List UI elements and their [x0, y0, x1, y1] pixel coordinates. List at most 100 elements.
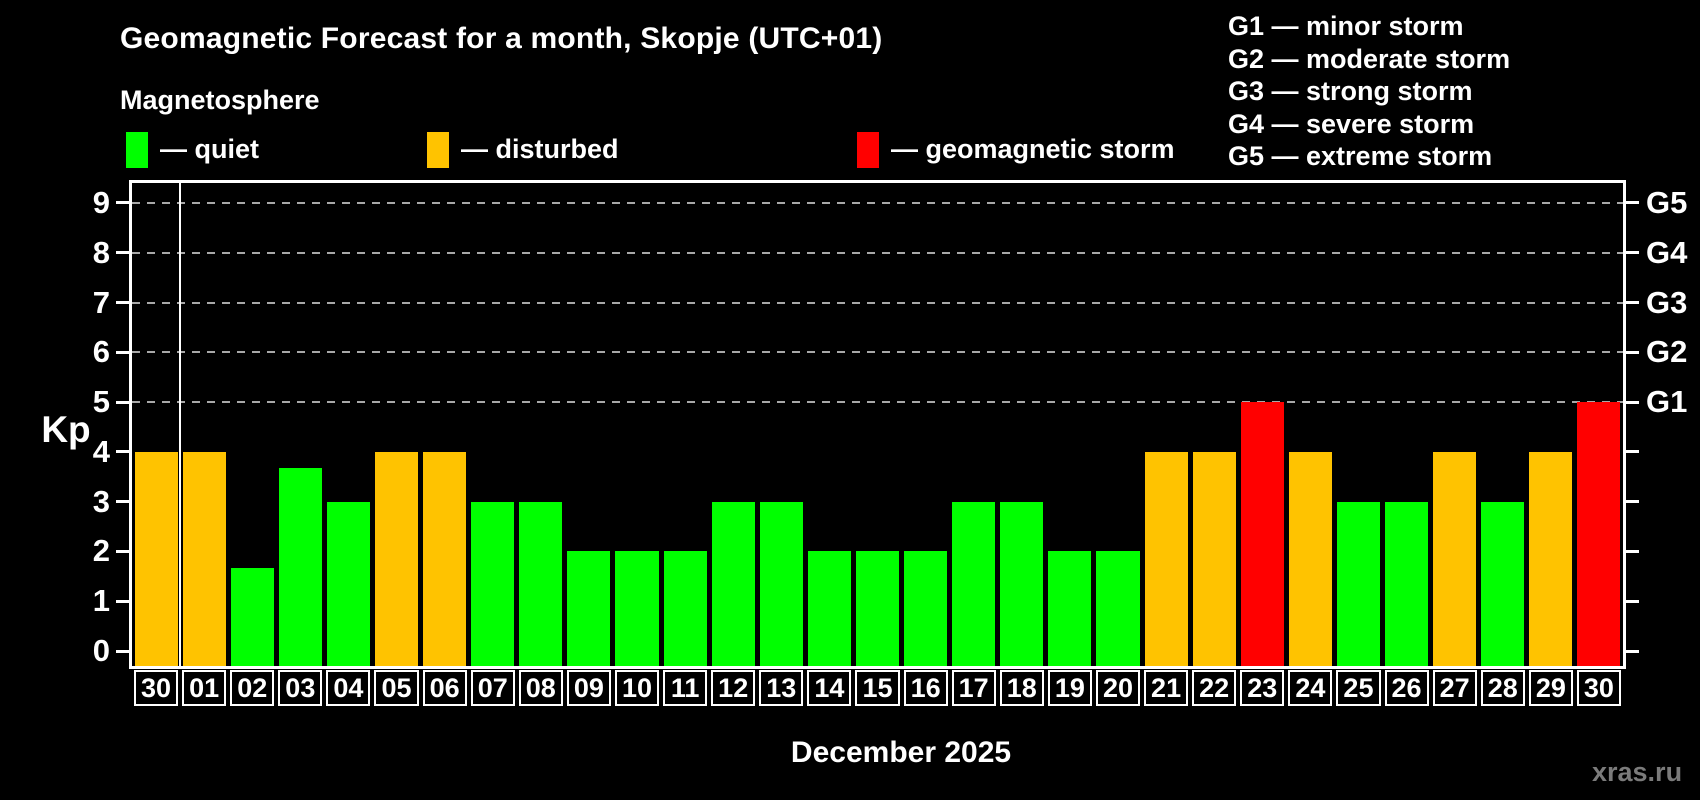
day-label: 12 — [711, 670, 756, 706]
right-axis-tick — [1626, 201, 1639, 205]
g-level-label: G2 — [1646, 334, 1688, 370]
kp-bar-18 — [1000, 501, 1044, 666]
y-tick-label: 4 — [92, 433, 110, 469]
kp-bar-28 — [1481, 501, 1525, 666]
y-tick-label: 5 — [92, 384, 110, 420]
legend-item-disturbed: — disturbed — [427, 131, 619, 168]
day-label: 28 — [1480, 670, 1525, 706]
kp-bar-04 — [326, 501, 370, 666]
day-label: 13 — [759, 670, 804, 706]
gridline-kp6 — [132, 351, 1623, 354]
kp-bar-22 — [1192, 451, 1236, 666]
legend-title: Magnetosphere — [120, 85, 320, 115]
kp-bar-24 — [1288, 451, 1332, 666]
g-scale-legend: G1 — minor storm G2 — moderate storm G3 … — [1228, 10, 1510, 173]
kp-bar-03 — [278, 468, 322, 666]
kp-bar-14 — [807, 551, 851, 666]
day-label: 01 — [182, 670, 227, 706]
gridline-kp5 — [132, 401, 1623, 404]
y-tick-label: 1 — [92, 583, 110, 619]
kp-bar-13 — [759, 501, 803, 666]
right-axis-tick — [1626, 599, 1639, 603]
day-label: 25 — [1336, 670, 1381, 706]
kp-bar-30 — [1577, 402, 1621, 666]
day-label: 16 — [903, 670, 948, 706]
kp-bar-23 — [1240, 402, 1284, 666]
y-axis-title: Kp — [41, 409, 91, 450]
y-axis-tick — [116, 649, 129, 653]
day-label: 27 — [1432, 670, 1477, 706]
day-label: 29 — [1528, 670, 1573, 706]
day-label: 26 — [1384, 670, 1429, 706]
day-label: 30 — [134, 670, 179, 706]
kp-bar-10 — [615, 551, 659, 666]
g-level-label: G3 — [1646, 284, 1688, 320]
kp-bar-07 — [471, 501, 515, 666]
kp-bar-19 — [1048, 551, 1092, 666]
g-level-label: G5 — [1646, 184, 1688, 220]
right-axis-tick — [1626, 649, 1639, 653]
x-axis-labels: 30 01 02 03 04 05 06 07 08 09 10 11 12 13 14 15 16 17 18 19… — [132, 670, 1623, 706]
day-label: 20 — [1095, 670, 1141, 706]
legend-item-storm: — geomagnetic storm — [857, 131, 1175, 168]
y-axis-tick — [116, 400, 129, 404]
day-label: 23 — [1240, 670, 1285, 706]
right-axis-tick — [1626, 450, 1639, 454]
day-label: 24 — [1288, 670, 1333, 706]
day-label: 08 — [518, 670, 563, 706]
day-label: 07 — [470, 670, 515, 706]
day-label: 10 — [614, 670, 660, 706]
storm-color-swatch — [857, 131, 879, 168]
day-label: 05 — [374, 670, 419, 706]
chart-title: Geomagnetic Forecast for a month, Skopje… — [120, 22, 883, 55]
right-axis-tick — [1626, 500, 1639, 504]
day-label: 21 — [1144, 670, 1189, 706]
g5-legend-line: G5 — extreme storm — [1228, 141, 1493, 171]
right-axis-g-labels: G1 G2 G3 G4 G5 — [1623, 183, 1700, 666]
kp-bar-08 — [519, 501, 563, 666]
kp-bar-29 — [1529, 451, 1573, 666]
kp-bar-25 — [1336, 501, 1380, 666]
y-tick-label: 3 — [92, 483, 110, 519]
g-level-label: G1 — [1646, 384, 1688, 420]
kp-bar-26 — [1385, 501, 1429, 666]
legend-item-quiet: — quiet — [126, 131, 259, 168]
y-axis-tick-labels: 0 1 2 3 4 5 6 7 8 9 — [0, 183, 132, 668]
y-tick-label: 7 — [92, 284, 110, 320]
day-label: 14 — [807, 670, 852, 706]
quiet-color-swatch — [126, 131, 148, 168]
y-tick-label: 9 — [92, 184, 110, 220]
day-label: 30 — [1576, 670, 1621, 706]
watermark: xras.ru — [1592, 757, 1683, 787]
right-axis-tick — [1626, 549, 1639, 553]
day-label: 18 — [999, 670, 1044, 706]
day-label: 02 — [230, 670, 275, 706]
kp-bar-06 — [423, 451, 467, 666]
y-tick-label: 8 — [92, 234, 110, 270]
right-axis-tick — [1626, 301, 1639, 304]
y-axis-tick — [116, 301, 129, 304]
kp-bar-21 — [1144, 451, 1188, 666]
y-axis-tick — [116, 350, 129, 354]
y-axis-tick — [116, 450, 129, 454]
g3-legend-line: G3 — strong storm — [1228, 76, 1473, 106]
y-axis-tick — [116, 251, 129, 255]
gridline-kp9 — [132, 201, 1623, 204]
x-axis-title: December 2025 — [790, 736, 1012, 769]
day-label: 06 — [422, 670, 467, 706]
legend-label-quiet: — quiet — [160, 134, 259, 164]
disturbed-color-swatch — [427, 131, 449, 168]
gridline-kp7 — [132, 301, 1623, 304]
day-label: 03 — [278, 670, 323, 706]
right-axis-tick — [1626, 251, 1639, 255]
kp-bar-30 — [134, 451, 178, 666]
plot-area — [116, 180, 1639, 669]
kp-bar-17 — [952, 501, 996, 666]
g1-legend-line: G1 — minor storm — [1228, 11, 1464, 41]
g4-legend-line: G4 — severe storm — [1228, 108, 1475, 139]
g2-legend-line: G2 — moderate storm — [1228, 43, 1511, 74]
right-axis-tick — [1626, 350, 1639, 354]
day-label: 19 — [1047, 670, 1092, 706]
legend-label-storm: — geomagnetic storm — [891, 134, 1175, 164]
